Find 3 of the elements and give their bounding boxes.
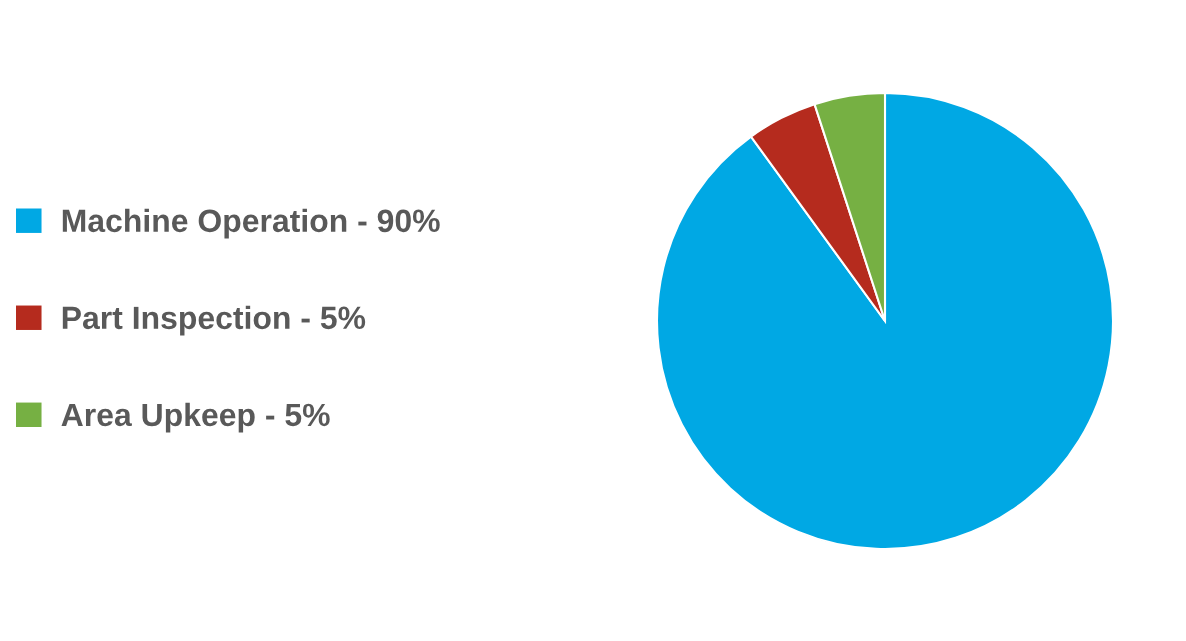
legend-label: Part Inspection - 5% bbox=[62, 305, 366, 336]
legend-label: Area Upkeep - 5% bbox=[61, 402, 330, 433]
legend-label: Machine Operation - 90% bbox=[62, 208, 440, 239]
